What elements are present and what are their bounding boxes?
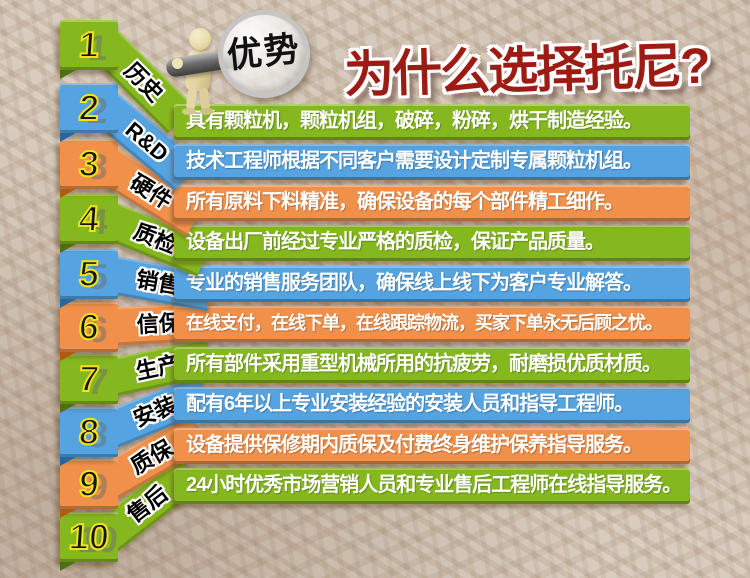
number-label: 6 <box>77 305 102 348</box>
ribbon-tag: 硬件 <box>125 169 177 214</box>
mascot-head <box>189 28 211 50</box>
mascot-arm <box>172 54 194 69</box>
ribbon-arm: 生产 <box>102 338 214 398</box>
ribbon-tag: R&D <box>120 116 174 167</box>
advantage-text: 专业的销售服务团队，确保线上线下为客户专业解答。 <box>186 272 643 294</box>
ribbon-arm: 安装 <box>98 374 212 450</box>
number-block: 4 <box>60 194 118 253</box>
number-block: 8 <box>60 407 118 466</box>
mascot-foot <box>200 108 214 115</box>
ribbon-tag: 质检 <box>130 218 181 259</box>
number-block: 2 <box>60 83 118 142</box>
ribbon-tag: 信保 <box>136 310 182 338</box>
advantage-bar: 专业的销售服务团队，确保线上线下为客户专业解答。 <box>174 266 690 302</box>
ribbon-arm: 质保 <box>96 414 208 501</box>
ribbon-tag: 售后 <box>122 480 173 528</box>
mascot-leg <box>185 87 198 111</box>
advantage-bar: 具有颗粒机，颗粒机组，破碎，粉碎，烘干制造经验。 <box>174 104 690 140</box>
number-block: 5 <box>60 249 118 308</box>
advantage-text: 所有部件采用重型机械所用的抗疲劳，耐磨损优质材质。 <box>186 353 662 375</box>
ribbon-arm: 售后 <box>94 456 202 552</box>
advantage-text: 所有原料下料精准，确保设备的每个部件精工细作。 <box>186 191 624 213</box>
ribbon-arm: 历史 <box>92 31 195 134</box>
ribbon-tag: 质保 <box>126 435 177 479</box>
mascot-foot <box>182 108 196 115</box>
advantage-text: 在线支付，在线下单，在线跟踪物流，买家下单永无后顾之忧。 <box>186 313 663 333</box>
number-label: 9 <box>77 462 102 505</box>
mascot-leg <box>198 87 211 111</box>
advantage-text: 配有6年以上专业安装经验的安装人员和指导工程师。 <box>186 393 634 415</box>
advantage-bar: 在线支付，在线下单，在线跟踪物流，买家下单永无后顾之忧。 <box>174 306 690 342</box>
advantage-bar: 配有6年以上专业安装经验的安装人员和指导工程师。 <box>174 387 690 423</box>
number-label: 3 <box>77 142 102 185</box>
number-block: 1 <box>60 20 118 79</box>
ribbon-arm: R&D <box>93 93 200 191</box>
number-label: 2 <box>77 86 102 129</box>
mascot-torso <box>184 48 213 92</box>
ribbon-tag: 销售 <box>134 266 183 299</box>
advantage-text: 具有颗粒机，颗粒机组，破碎，粉碎，烘干制造经验。 <box>186 110 643 132</box>
ribbon-arm: 质检 <box>98 201 212 277</box>
magnifier-badge-icon: 优势 <box>218 10 310 98</box>
number-block: 10 <box>60 512 118 571</box>
advantage-bar: 所有原料下料精准，确保设备的每个部件精工细作。 <box>174 185 690 221</box>
page-title: 为什么选择托尼? <box>343 37 710 104</box>
number-label: 8 <box>77 410 102 453</box>
number-block: 3 <box>60 139 118 198</box>
ribbon-tag: 安装 <box>129 391 181 432</box>
advantage-text: 设备出厂前经过专业严格的质检，保证产品质量。 <box>186 231 605 253</box>
ribbon-arm: 销售 <box>102 255 214 312</box>
number-block: 7 <box>60 354 118 413</box>
advantage-text: 24小时优秀市场营销人员和专业售后工程师在线指导服务。 <box>186 474 682 496</box>
badge-label: 优势 <box>225 29 303 76</box>
number-label: 5 <box>77 252 102 295</box>
advantage-bar: 所有部件采用重型机械所用的抗疲劳，耐磨损优质材质。 <box>174 347 690 383</box>
number-label: 1 <box>77 23 102 66</box>
advantage-bar: 设备出厂前经过专业严格的质检，保证产品质量。 <box>174 225 690 261</box>
advantage-bar: 技术工程师根据不同客户需要设计定制专属颗粒机组。 <box>174 144 690 180</box>
advantage-bar: 24小时优秀市场营销人员和专业售后工程师在线指导服务。 <box>174 468 690 504</box>
ribbon-tag: 生产 <box>133 350 182 385</box>
ribbon-arm: 硬件 <box>95 147 206 237</box>
advantage-text: 技术工程师根据不同客户需要设计定制专属颗粒机组。 <box>186 150 643 172</box>
number-label: 7 <box>77 357 102 400</box>
number-label: 10 <box>67 515 112 558</box>
number-block: 9 <box>60 459 118 518</box>
number-label: 4 <box>77 197 102 240</box>
mascot-hand <box>172 58 183 69</box>
advantage-text: 设备提供保修期内质保及付费终身维护保养指导服务。 <box>186 434 643 456</box>
ribbon-arm: 信保 <box>105 302 213 346</box>
advantage-bar: 设备提供保修期内质保及付费终身维护保养指导服务。 <box>174 428 690 464</box>
ribbon-tag: 历史 <box>119 57 169 107</box>
number-block: 6 <box>60 302 118 361</box>
